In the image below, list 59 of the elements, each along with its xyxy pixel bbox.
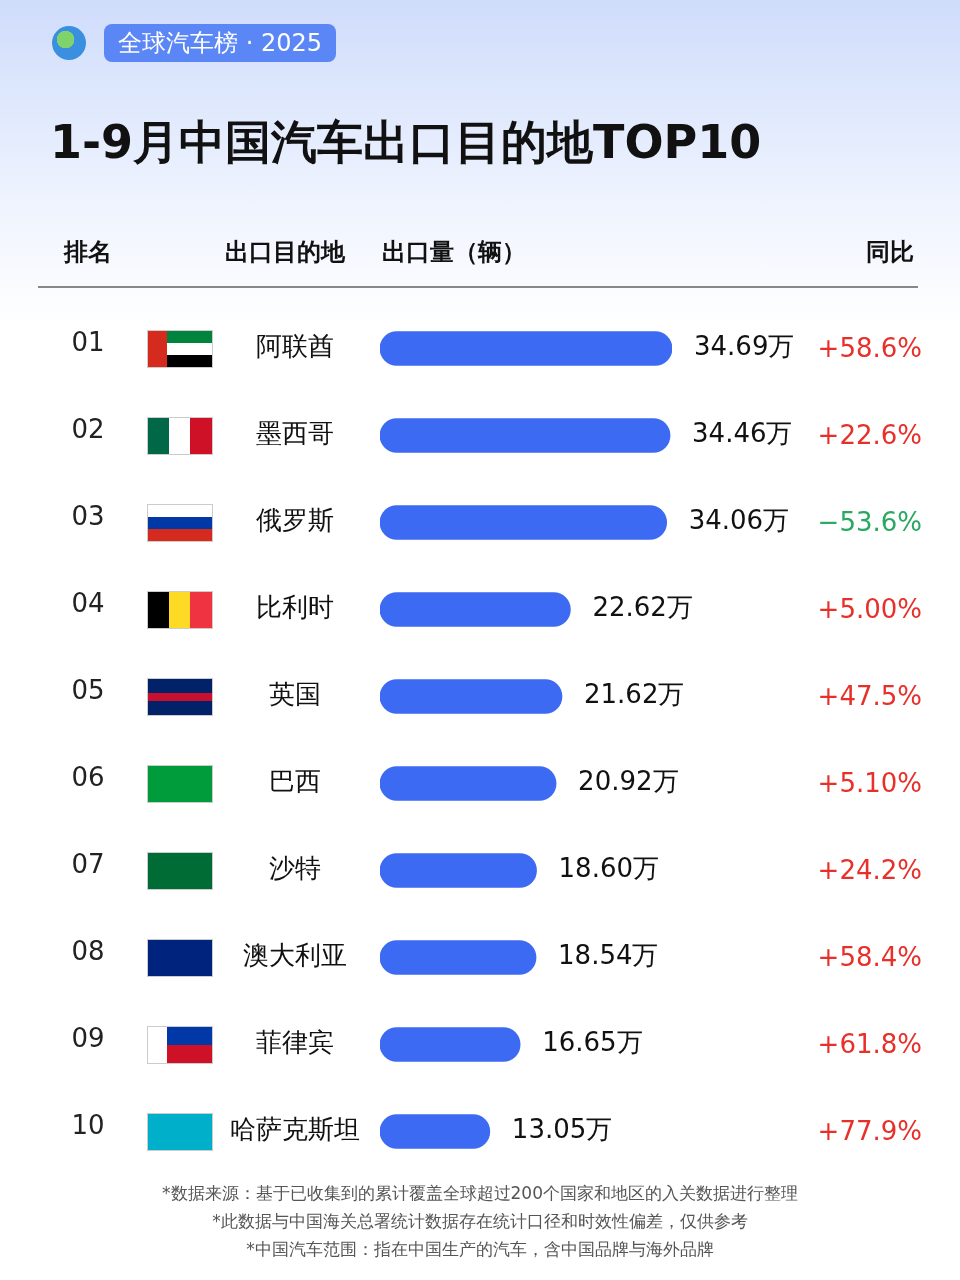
bar [380,679,563,714]
text: 排名 [64,237,112,268]
text: +58.4% [817,942,922,973]
bar [380,853,537,888]
text: −53.6% [817,507,922,538]
text: 07 [71,849,105,880]
text: +61.8% [817,1029,922,1060]
data-label: 18.60万 [558,853,659,884]
y-tick-label: 比利时 [256,592,334,623]
text: 出口量（辆） [382,237,526,268]
y-tick-label: 哈萨克斯坦 [230,1114,360,1145]
y-tick-label: 阿联酋 [256,331,334,362]
data-label: 22.62万 [592,592,693,623]
text: +22.6% [817,420,922,451]
text: 02 [71,414,105,445]
text: *中国汽车范围：指在中国生产的汽车，含中国品牌与海外品牌 [245,1238,715,1261]
data-label: 34.06万 [688,505,790,536]
bar [380,940,537,975]
data-label: 34.69万 [694,331,795,362]
bar [380,418,671,453]
y-tick-label: 澳大利亚 [243,940,347,971]
bar [380,592,571,627]
data-label: 16.65万 [542,1027,643,1058]
bar [380,1027,521,1062]
text: 出口目的地 [225,237,345,268]
text: +5.10% [817,768,922,799]
text: 06 [71,762,105,793]
data-label: 21.62万 [583,679,685,710]
bar [380,1114,491,1149]
text: +77.9% [817,1116,922,1147]
text: +47.5% [817,681,922,712]
text: 05 [71,675,105,706]
y-tick-label: 菲律宾 [256,1027,334,1058]
text: 09 [71,1023,105,1054]
y-tick-label: 墨西哥 [256,418,334,449]
text: +5.00% [817,594,922,625]
text: +58.6% [817,333,922,364]
data-label: 13.05万 [511,1114,613,1145]
text: 03 [71,501,105,532]
text: 01 [71,327,105,358]
chart-title: 1-9月中国汽车出口目的地TOP10 [50,114,762,171]
y-tick-label: 英国 [269,679,321,710]
text: *数据来源：基于已收集到的累计覆盖全球超过200个国家和地区的入关数据进行整理 [161,1182,799,1205]
y-tick-label: 俄罗斯 [256,505,334,536]
bar [380,766,557,801]
bar [380,505,668,540]
bar [380,331,672,366]
y-tick-label: 沙特 [269,853,321,884]
text: 04 [71,588,105,619]
data-label: 34.46万 [692,418,793,449]
y-tick-label: 巴西 [269,766,321,797]
text: *此数据与中国海关总署统计数据存在统计口径和时效性偏差，仅供参考 [211,1210,749,1233]
text: 同比 [866,237,914,268]
data-label: 18.54万 [558,940,659,971]
text: +24.2% [817,855,922,886]
chart-subtitle: 全球汽车榜 · 2025 [104,24,336,62]
data-label: 20.92万 [578,766,679,797]
text: 10 [71,1110,105,1141]
text: 08 [71,936,105,967]
